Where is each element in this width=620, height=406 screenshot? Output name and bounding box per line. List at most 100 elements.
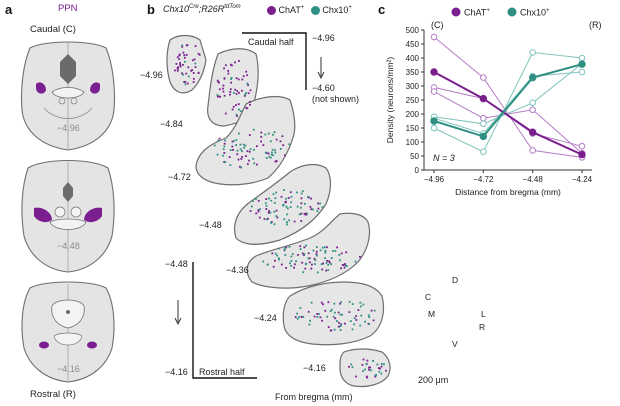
chx10-cell-dot: [321, 246, 324, 249]
chx10-cell-dot: [380, 372, 383, 375]
chat-cell-dot: [185, 44, 188, 47]
chat-cell-dot: [256, 163, 258, 166]
data-point-chat-individual: [430, 88, 438, 95]
chat-cell-dot: [374, 375, 377, 378]
chat-cell-dot: [341, 264, 344, 266]
chx10-cell-dot: [244, 93, 247, 96]
chx10-cell-dot: [380, 363, 383, 365]
chx10-cell-dot: [230, 78, 232, 80]
chx10-cell-dot: [333, 302, 336, 305]
chat-cell-dot: [281, 135, 284, 138]
chat-cell-dot: [275, 160, 278, 162]
chx10-cell-dot: [367, 314, 370, 317]
chat-cell-dot: [249, 89, 252, 92]
chat-cell-dot: [229, 93, 231, 96]
chat-cell-dot: [319, 316, 322, 319]
chat-cell-dot: [238, 60, 240, 62]
histology-sections: [166, 32, 391, 388]
chx10-cell-dot: [182, 73, 185, 76]
chx10-cell-dot: [334, 311, 336, 314]
chx10-cell-dot: [275, 191, 278, 194]
y-axis-title: Density (neurons/mm²): [385, 57, 395, 144]
x-tick-label: −4.48: [523, 175, 544, 184]
chx10-cell-dot: [300, 192, 303, 195]
chx10-cell-dot: [307, 196, 309, 198]
data-point-chx10-individual: [480, 148, 487, 156]
chat-cell-dot: [378, 367, 380, 369]
chat-cell-dot: [340, 252, 343, 255]
chat-cell-dot: [342, 264, 345, 267]
chat-cell-dot: [308, 261, 311, 264]
data-point-chat-individual: [578, 142, 586, 150]
data-point-chat-mean: [430, 68, 438, 76]
chx10-cell-dot: [273, 210, 276, 213]
chx10-cell-dot: [245, 92, 247, 94]
chat-cell-dot: [241, 156, 243, 158]
chx10-cell-dot: [272, 133, 274, 136]
chat-cell-dot: [176, 67, 179, 70]
chx10-cell-dot: [232, 140, 235, 142]
chx10-cell-dot: [319, 249, 322, 252]
chx10-cell-dot: [273, 223, 276, 226]
chat-cell-dot: [177, 66, 179, 69]
chx10-cell-dot: [339, 325, 342, 328]
chat-cell-dot: [267, 211, 270, 214]
chat-cell-dot: [300, 316, 303, 318]
chx10-legend-dot: [310, 6, 320, 16]
chat-cell-dot: [301, 252, 304, 255]
chat-cell-dot: [267, 152, 270, 155]
chat-cell-dot: [289, 191, 292, 194]
chx10-cell-dot: [333, 328, 336, 331]
chat-cell-dot: [223, 142, 226, 145]
section-a2-bregma: −4.48: [57, 241, 80, 251]
chat-cell-dot: [267, 217, 269, 220]
chx10-cell-dot: [350, 363, 353, 366]
chat-cell-dot: [328, 261, 331, 264]
chat-cell-dot: [385, 369, 387, 372]
chx10-cell-dot: [296, 205, 299, 208]
chat-cell-dot: [245, 106, 248, 109]
chat-cell-dot: [285, 246, 288, 249]
chx10-cell-dot: [296, 317, 299, 320]
chx10-cell-dot: [229, 164, 232, 166]
caudal-label: Caudal (C): [30, 24, 76, 35]
chx10-cell-dot: [316, 254, 318, 257]
chx10-cell-dot: [238, 132, 240, 135]
chx10-cell-dot: [315, 246, 318, 248]
cell-dots: [174, 44, 387, 379]
y-tick-label: 350: [406, 68, 420, 77]
chart-axes: 0 50 100 150 200 250 300 350 400 450 500 −4.96 −4.72…: [385, 26, 593, 197]
chx10-cell-dot: [300, 206, 302, 209]
chx10-cell-dot: [360, 314, 363, 317]
chat-cell-dot: [176, 69, 179, 72]
chat-cell-dot: [315, 253, 318, 255]
rostral-label: Rostral (R): [30, 389, 76, 400]
chat-cell-dot: [248, 159, 250, 162]
legend-marker-chx10: [507, 7, 517, 17]
chx10-cell-dot: [316, 271, 319, 274]
brainstem-section-caudal: [20, 41, 116, 151]
caudal-arrow-head: [317, 71, 325, 80]
chx10-cell-dot: [317, 313, 320, 315]
chx10-cell-dot: [283, 218, 286, 221]
chat-cell-dot: [368, 366, 370, 369]
section-a3-bregma: −4.16: [57, 364, 80, 374]
ppn-left-c: [36, 82, 46, 94]
chat-cell-dot: [320, 301, 323, 304]
chat-cell-dot: [275, 209, 278, 212]
chat-cell-dot: [338, 321, 340, 324]
chat-cell-dot: [297, 254, 299, 256]
chat-cell-dot: [235, 77, 238, 80]
chx10-cell-dot: [194, 62, 197, 65]
chat-cell-dot: [317, 202, 319, 205]
chx10-cell-dot: [334, 250, 337, 252]
chx10-cell-dot: [235, 139, 238, 141]
chat-cell-dot: [178, 54, 181, 57]
chx10-cell-dot: [288, 245, 291, 248]
chx10-cell-dot: [253, 162, 256, 165]
chx10-cell-dot: [222, 148, 225, 151]
chat-cell-dot: [300, 212, 303, 215]
chat-cell-dot: [300, 202, 303, 205]
chx10-cell-dot: [339, 259, 341, 262]
chat-cell-dot: [238, 91, 240, 94]
